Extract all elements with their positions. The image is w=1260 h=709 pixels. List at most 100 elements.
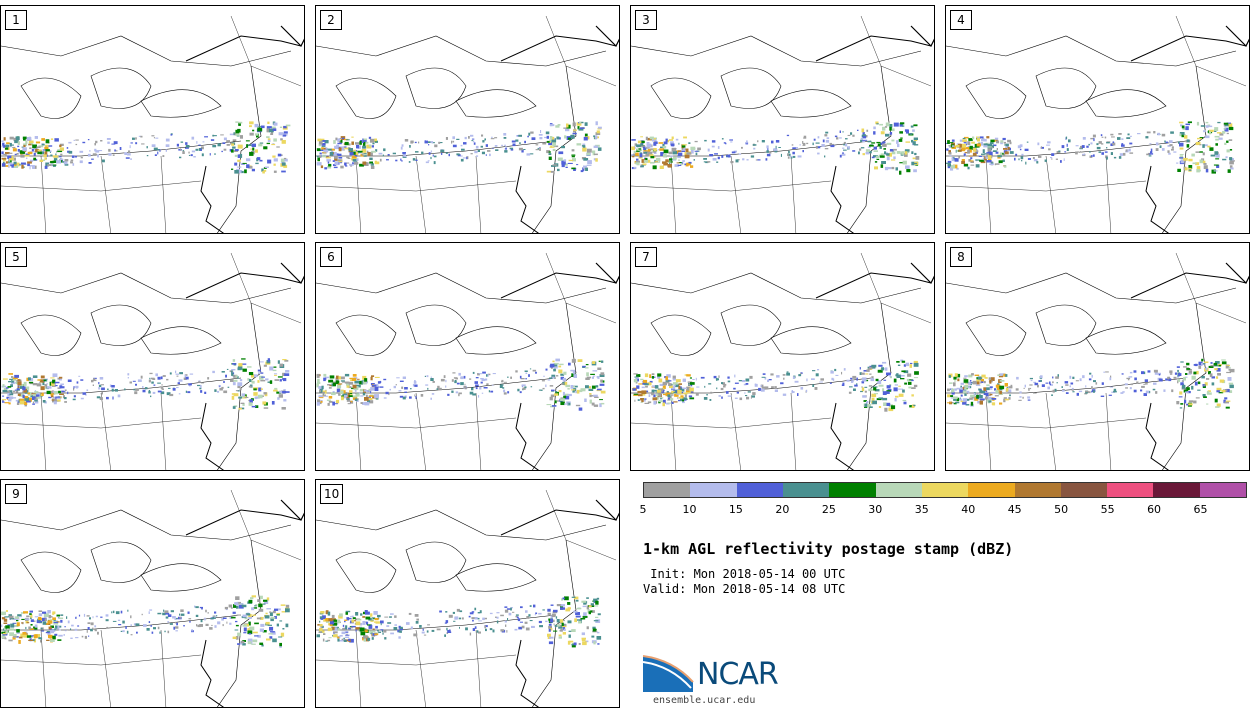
echo-cluster-east — [585, 364, 589, 366]
echo-speckle — [92, 379, 97, 382]
echo-speckle — [841, 371, 843, 375]
echo-speckle — [165, 138, 170, 142]
echo-speckle — [426, 375, 429, 378]
echo-speckle — [136, 631, 138, 634]
echo-speckle — [1155, 142, 1159, 146]
echo-cluster-west — [988, 377, 992, 380]
echo-cluster-west — [652, 385, 656, 388]
echo-cluster-east — [1186, 373, 1192, 375]
echo-speckle — [538, 620, 542, 624]
echo-cluster-west — [946, 402, 952, 404]
echo-cluster-east — [1200, 125, 1206, 127]
echo-cluster-east — [564, 596, 569, 601]
echo-speckle — [1048, 148, 1051, 151]
echo-cluster-east — [878, 364, 883, 367]
echo-speckle — [510, 149, 514, 151]
echo-cluster-west — [346, 385, 350, 388]
echo-speckle — [98, 384, 102, 387]
echo-speckle — [714, 153, 718, 155]
echo-speckle — [87, 622, 91, 624]
echo-speckle — [723, 383, 727, 386]
reflectivity-map — [316, 489, 619, 707]
echo-cluster-east — [889, 126, 892, 131]
echo-speckle — [399, 380, 404, 382]
echo-speckle — [653, 394, 656, 398]
colorbar-segment — [644, 483, 691, 497]
echo-speckle — [207, 377, 210, 380]
echo-speckle — [1044, 159, 1047, 162]
echo-cluster-east — [885, 133, 890, 137]
echo-cluster-west — [33, 626, 38, 630]
echo-cluster-east — [560, 376, 564, 380]
echo-speckle — [831, 377, 834, 381]
echo-cluster-west — [994, 163, 1000, 165]
echo-cluster-west — [963, 141, 967, 143]
echo-cluster-west — [52, 635, 56, 640]
echo-cluster-east — [259, 642, 264, 645]
echo-cluster-west — [971, 396, 977, 399]
echo-speckle — [193, 156, 196, 158]
echo-speckle — [853, 388, 856, 391]
echo-speckle — [61, 390, 65, 393]
echo-cluster-east — [232, 636, 237, 639]
echo-speckle — [164, 610, 169, 614]
echo-cluster-east — [549, 377, 553, 379]
echo-cluster-west — [340, 376, 345, 380]
echo-speckle — [170, 610, 174, 613]
echo-speckle — [729, 139, 733, 141]
echo-cluster-east — [231, 369, 236, 371]
echo-speckle — [96, 396, 101, 399]
echo-speckle — [460, 158, 464, 162]
echo-cluster-east — [247, 366, 252, 368]
echo-cluster-east — [1202, 160, 1206, 164]
echo-cluster-east — [257, 380, 260, 383]
echo-cluster-west — [980, 141, 983, 146]
echo-speckle — [813, 138, 816, 141]
echo-speckle — [525, 372, 528, 374]
echo-cluster-west — [348, 638, 351, 641]
echo-speckle — [204, 617, 206, 621]
echo-cluster-east — [871, 376, 874, 379]
echo-speckle — [191, 136, 195, 140]
echo-speckle — [92, 616, 94, 619]
reflectivity-map — [1, 252, 304, 470]
echo-speckle — [1158, 373, 1161, 376]
echo-cluster-east — [237, 643, 240, 645]
echo-speckle — [645, 390, 649, 393]
echo-cluster-east — [251, 595, 256, 598]
map-panel-3: 3 — [630, 5, 935, 234]
echo-cluster-east — [279, 363, 284, 367]
echo-cluster-east — [262, 603, 266, 605]
echo-speckle — [1145, 383, 1148, 385]
echo-speckle — [1177, 369, 1179, 372]
echo-speckle — [460, 376, 464, 380]
echo-cluster-west — [677, 390, 682, 394]
echo-speckle — [529, 153, 534, 155]
echo-cluster-east — [279, 379, 282, 382]
echo-cluster-west — [9, 136, 14, 140]
echo-cluster-west — [678, 159, 680, 161]
echo-cluster-west — [961, 161, 965, 164]
echo-cluster-west — [980, 161, 986, 164]
echo-cluster-east — [1184, 167, 1188, 171]
echo-cluster-west — [359, 380, 363, 385]
echo-cluster-west — [367, 637, 371, 641]
echo-cluster-west — [968, 381, 971, 386]
echo-speckle — [198, 380, 201, 382]
echo-speckle — [760, 388, 765, 392]
colorbar-tick: 10 — [682, 503, 697, 516]
echo-cluster-west — [320, 165, 324, 169]
echo-speckle — [87, 153, 91, 157]
echo-cluster-east — [259, 628, 264, 632]
echo-speckle — [229, 616, 233, 619]
echo-speckle — [50, 154, 53, 157]
echo-cluster-west — [958, 398, 962, 401]
echo-speckle — [100, 140, 103, 142]
echo-speckle — [402, 396, 406, 400]
echo-cluster-east — [597, 126, 602, 129]
echo-cluster-east — [902, 125, 905, 127]
echo-cluster-west — [365, 616, 371, 620]
echo-speckle — [327, 639, 331, 642]
echo-speckle — [1092, 154, 1095, 157]
echo-cluster-east — [891, 166, 895, 170]
